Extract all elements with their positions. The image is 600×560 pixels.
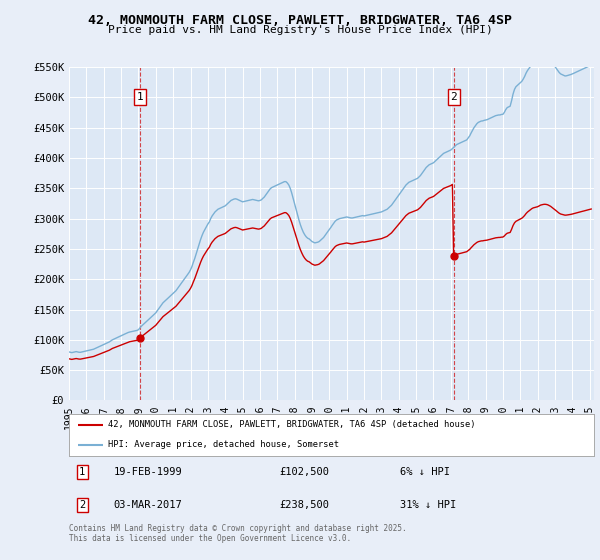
Text: 1: 1 bbox=[79, 467, 85, 477]
Text: 31% ↓ HPI: 31% ↓ HPI bbox=[400, 500, 456, 510]
Text: £102,500: £102,500 bbox=[279, 467, 329, 477]
Text: HPI: Average price, detached house, Somerset: HPI: Average price, detached house, Some… bbox=[109, 440, 340, 449]
Text: Contains HM Land Registry data © Crown copyright and database right 2025.
This d: Contains HM Land Registry data © Crown c… bbox=[69, 524, 407, 543]
Text: 03-MAR-2017: 03-MAR-2017 bbox=[113, 500, 182, 510]
Text: 2: 2 bbox=[450, 92, 457, 102]
Text: 42, MONMOUTH FARM CLOSE, PAWLETT, BRIDGWATER, TA6 4SP (detached house): 42, MONMOUTH FARM CLOSE, PAWLETT, BRIDGW… bbox=[109, 421, 476, 430]
Text: 1: 1 bbox=[137, 92, 143, 102]
Text: Price paid vs. HM Land Registry's House Price Index (HPI): Price paid vs. HM Land Registry's House … bbox=[107, 25, 493, 35]
Text: £238,500: £238,500 bbox=[279, 500, 329, 510]
Text: 2: 2 bbox=[79, 500, 85, 510]
Text: 19-FEB-1999: 19-FEB-1999 bbox=[113, 467, 182, 477]
Text: 6% ↓ HPI: 6% ↓ HPI bbox=[400, 467, 450, 477]
Text: 42, MONMOUTH FARM CLOSE, PAWLETT, BRIDGWATER, TA6 4SP: 42, MONMOUTH FARM CLOSE, PAWLETT, BRIDGW… bbox=[88, 14, 512, 27]
